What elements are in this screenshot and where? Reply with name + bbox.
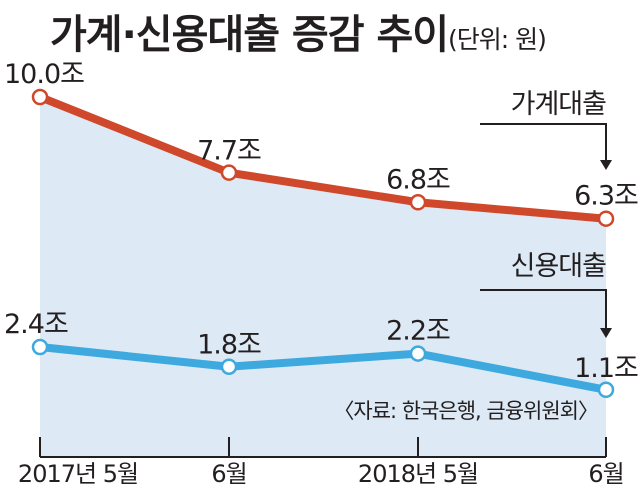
credit-point (409, 345, 427, 362)
household-point (31, 88, 49, 106)
credit-data-label: 2.4조 (4, 309, 68, 340)
household-arrowhead (600, 160, 612, 170)
x-tick-label: 2017년 5월 (18, 460, 138, 488)
x-tick-label: 6월 (588, 460, 623, 488)
household-data-label: 7.7조 (197, 136, 261, 167)
chart-unit: (단위: 원) (448, 25, 547, 54)
credit-data-label: 1.8조 (197, 330, 261, 361)
credit-point (597, 381, 615, 399)
credit-data-label: 1.1조 (574, 353, 638, 384)
source-note: 〈자료: 한국은행, 금융위원회〉 (333, 399, 598, 423)
household-data-label: 6.8조 (386, 164, 450, 195)
chart-title: 가계·신용대출 증감 추이 (50, 12, 449, 58)
household-point (409, 194, 427, 211)
credit-legend-label: 신용대출 (511, 251, 607, 282)
credit-connector (480, 289, 607, 330)
household-point (597, 210, 615, 227)
credit-line (36, 343, 610, 394)
chart-title-row: 가계·신용대출 증감 추이(단위: 원) (50, 2, 547, 60)
household-point (220, 164, 238, 181)
credit-point (31, 338, 49, 356)
household-area (40, 97, 606, 457)
household-line (36, 93, 610, 223)
x-tick-label: 2018년 5월 (358, 460, 478, 488)
credit-arrowhead (600, 328, 612, 338)
credit-data-label: 2.2조 (386, 316, 450, 347)
household-connector (480, 123, 607, 162)
x-tick-label: 6월 (211, 460, 246, 488)
household-legend-label: 가계대출 (511, 89, 607, 120)
credit-point (220, 358, 238, 375)
household-data-label: 6.3조 (574, 181, 638, 212)
household-data-label: 10.0조 (4, 59, 84, 90)
